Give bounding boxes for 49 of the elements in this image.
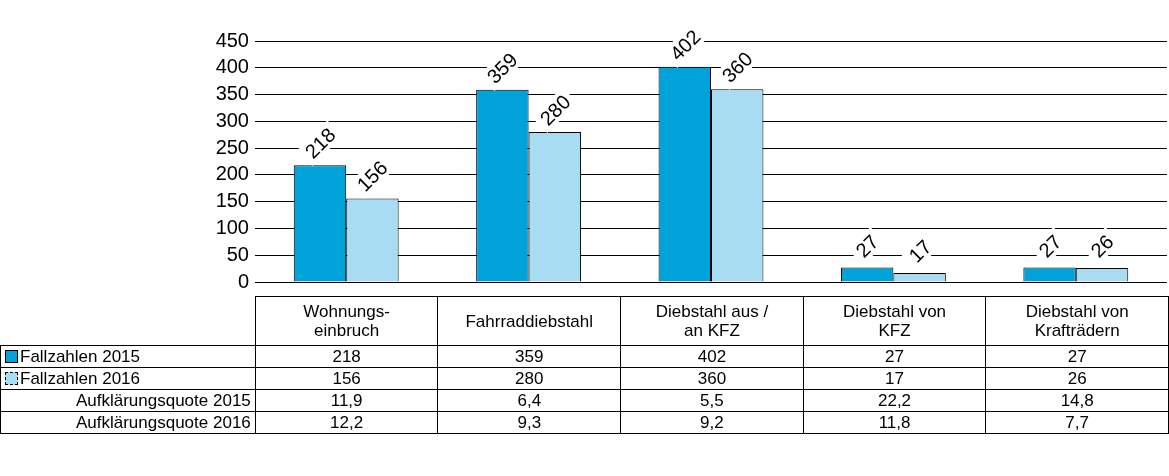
y-tick-label: 0 bbox=[237, 269, 249, 292]
data-label: 9,3 bbox=[437, 411, 621, 434]
data-label: 359 bbox=[479, 44, 526, 91]
data-label: 218 bbox=[296, 120, 344, 167]
data-label: 280 bbox=[531, 86, 578, 134]
category-label: Diebstahl von Krafträdern bbox=[985, 296, 1169, 346]
data-label: 280 bbox=[437, 367, 621, 390]
text: Aufklärungsquote 2015 bbox=[0, 389, 256, 412]
data-label: 402 bbox=[661, 21, 708, 68]
data-label: 402 bbox=[620, 345, 804, 368]
data-label: 360 bbox=[714, 44, 761, 91]
y-tick-label: 450 bbox=[215, 28, 249, 51]
category-label: Wohnungs- einbruch bbox=[255, 296, 438, 346]
data-label: 11,9 bbox=[255, 389, 438, 412]
data-label: 5,5 bbox=[620, 389, 804, 412]
data-label: 17 bbox=[803, 367, 986, 390]
y-tick-label: 350 bbox=[215, 82, 249, 105]
category-label: Diebstahl von KFZ bbox=[803, 296, 986, 346]
data-label: 156 bbox=[255, 367, 438, 390]
category-label: Diebstahl aus / an KFZ bbox=[620, 296, 804, 346]
data-label: 27 bbox=[803, 345, 986, 368]
data-label: 7,7 bbox=[985, 411, 1169, 434]
y-tick-label: 100 bbox=[215, 215, 249, 238]
y-tick-label: 50 bbox=[226, 242, 249, 265]
data-label: 12,2 bbox=[255, 411, 438, 434]
data-label: 27 bbox=[847, 226, 887, 265]
data-label: 9,2 bbox=[620, 411, 804, 434]
data-label: 27 bbox=[985, 345, 1169, 368]
data-label: 27 bbox=[1030, 226, 1069, 265]
y-tick-label: 250 bbox=[215, 135, 249, 158]
y-tick-label: 300 bbox=[215, 108, 249, 131]
y-tick-label: 200 bbox=[215, 162, 249, 185]
data-label: 6,4 bbox=[437, 389, 621, 412]
data-label: 360 bbox=[620, 367, 804, 390]
data-label: 11,8 bbox=[803, 411, 986, 434]
data-label: 14,8 bbox=[985, 389, 1169, 412]
y-tick-label: 150 bbox=[215, 189, 249, 212]
data-label: 26 bbox=[1082, 226, 1122, 266]
data-label: 22,2 bbox=[803, 389, 986, 412]
legend-label: Fallzahlen 2016 bbox=[0, 367, 256, 390]
legend-label: Fallzahlen 2015 bbox=[0, 345, 256, 368]
y-tick-label: 400 bbox=[215, 55, 249, 78]
text: Aufklärungsquote 2016 bbox=[0, 411, 256, 434]
data-label: 156 bbox=[349, 153, 396, 200]
data-label: 26 bbox=[985, 367, 1169, 390]
category-label: Fahrraddiebstahl bbox=[437, 296, 621, 346]
data-label: 359 bbox=[437, 345, 621, 368]
data-label: 17 bbox=[900, 231, 939, 271]
data-label: 218 bbox=[255, 345, 438, 368]
